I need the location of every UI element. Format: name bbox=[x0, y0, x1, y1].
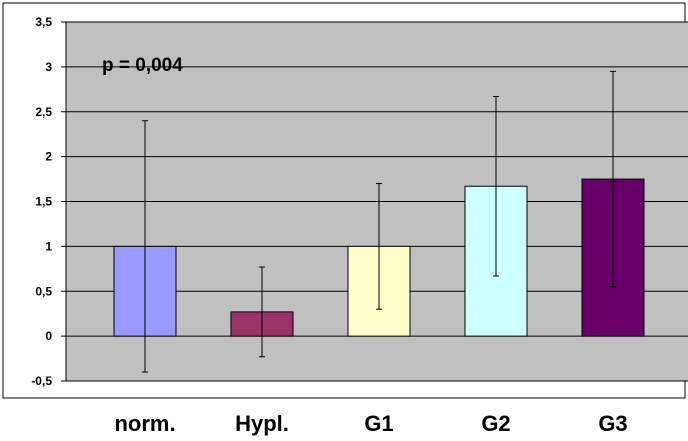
error-bar bbox=[142, 120, 148, 373]
p-value-annotation: p = 0,004 bbox=[102, 55, 183, 76]
x-category-label: G2 bbox=[481, 411, 510, 436]
y-tick-label: 0 bbox=[45, 329, 52, 343]
y-tick-label: 0,5 bbox=[35, 284, 52, 298]
y-tick-label: -0,5 bbox=[31, 374, 52, 388]
y-tick-label: 3,5 bbox=[35, 15, 52, 29]
error-bar bbox=[259, 266, 265, 358]
y-tick-label: 1 bbox=[45, 239, 52, 253]
x-axis-labels: norm. Hypl. G1 G2 G3 bbox=[114, 411, 627, 436]
x-category-label: Hypl. bbox=[235, 411, 289, 436]
error-bar bbox=[376, 183, 382, 310]
x-category-label: G3 bbox=[598, 411, 627, 436]
x-category-label: G1 bbox=[364, 411, 393, 436]
x-category-label: norm. bbox=[114, 411, 175, 436]
y-tick-label: 2 bbox=[45, 150, 52, 164]
error-bars bbox=[142, 70, 616, 373]
y-tick-label: 3 bbox=[45, 60, 52, 74]
error-bar bbox=[610, 70, 616, 288]
error-bar bbox=[493, 95, 499, 277]
y-axis-ticks: -0,5 0 0,5 1 1,5 2 2,5 3 3,5 bbox=[31, 15, 66, 388]
y-tick-label: 2,5 bbox=[35, 105, 52, 119]
y-tick-label: 1,5 bbox=[35, 195, 52, 209]
